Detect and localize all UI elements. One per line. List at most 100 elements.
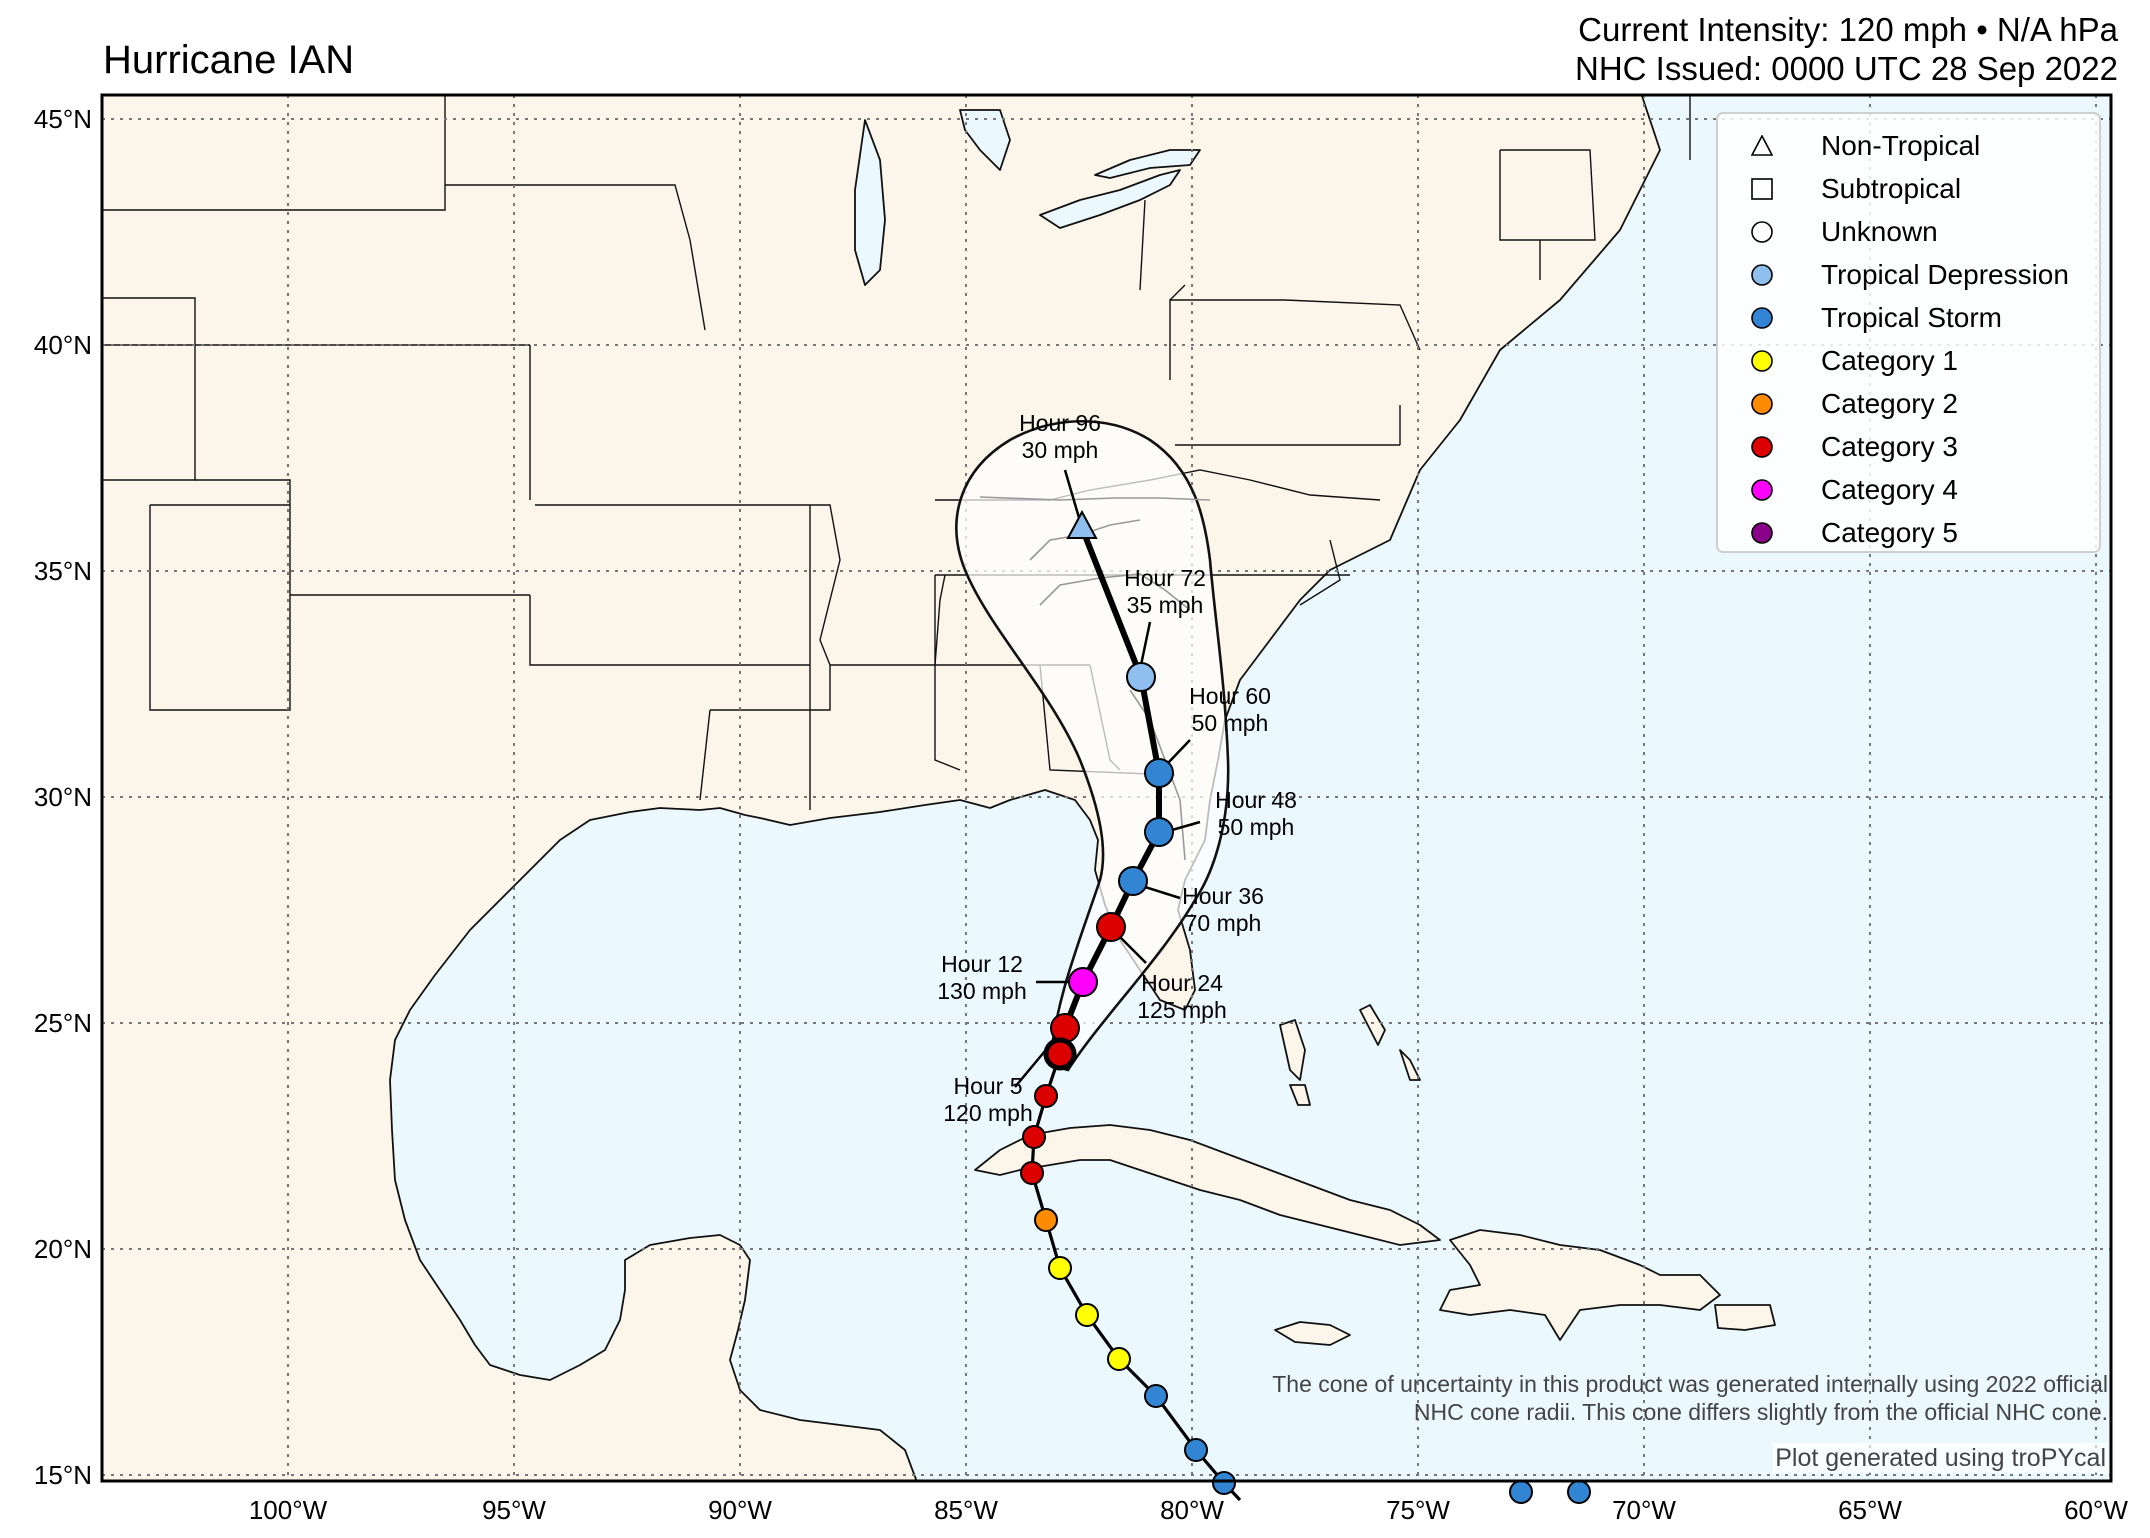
lat-label-45: 45°N: [33, 104, 92, 134]
circle-icon: [1751, 307, 1773, 329]
legend-item-category-2: Category 2: [1718, 384, 2099, 424]
circle-icon: [1751, 221, 1773, 243]
forecast-label-hour-5: Hour 5 120 mph: [943, 1073, 1033, 1127]
forecast-label-hour-12: Hour 12 130 mph: [937, 951, 1027, 1005]
past-track-markers: [1020, 1084, 1591, 1504]
forecast-wind: 30 mph: [1021, 437, 1099, 463]
lake-huron: [959, 109, 1011, 171]
legend-item-category-4: Category 4: [1718, 470, 2099, 510]
forecast-point-hour-12: [1068, 967, 1098, 997]
legend-item-category-3: Category 3: [1718, 427, 2099, 467]
current-intensity: Current Intensity: 120 mph • N/A hPa: [1578, 11, 2118, 48]
forecast-hour: Hour 12: [941, 951, 1023, 977]
circle-icon: [1751, 393, 1773, 415]
storm-info: Current Intensity: 120 mph • N/A hPa NHC…: [1575, 10, 2118, 88]
forecast-label-hour-72: Hour 72 35 mph: [1124, 565, 1206, 619]
forecast-point-hour-24: [1096, 912, 1126, 942]
circle-icon: [1751, 350, 1773, 372]
storm-title: Hurricane IAN: [103, 38, 355, 82]
legend-label: Subtropical: [1821, 173, 1962, 204]
track-point-ts: [1212, 1471, 1236, 1495]
track-point-cat3: [1020, 1161, 1044, 1185]
lat-label-40: 40°N: [33, 330, 92, 360]
forecast-wind: 125 mph: [1137, 997, 1227, 1023]
legend: Non-Tropical Subtropical Unknown Tropica…: [1716, 112, 2101, 553]
legend-item-tropical-storm: Tropical Storm: [1718, 298, 2099, 338]
legend-item-category-1: Category 1: [1718, 341, 2099, 381]
forecast-point-hour-60: [1144, 758, 1174, 788]
track-point-ts: [1144, 1384, 1168, 1408]
forecast-point-hour-96-triangle: [1066, 509, 1098, 539]
legend-item-non-tropical: Non-Tropical: [1718, 126, 2099, 166]
track-point-cat2: [1034, 1208, 1058, 1232]
track-point-cat3: [1022, 1125, 1046, 1149]
lon-label-80: 80°W: [1160, 1495, 1224, 1525]
forecast-wind: 120 mph: [943, 1100, 1033, 1126]
circle-icon: [1751, 436, 1773, 458]
lon-label-65: 65°W: [1838, 1495, 1902, 1525]
forecast-point-hour-36: [1118, 866, 1148, 896]
track-point-cat1: [1075, 1303, 1099, 1327]
forecast-point-hour-72: [1126, 662, 1156, 692]
cone-of-uncertainty: [955, 420, 1230, 1072]
lat-label-15: 15°N: [33, 1460, 92, 1490]
lon-label-100: 100°W: [248, 1495, 328, 1525]
map-frame: [100, 93, 2113, 1483]
forecast-wind: 50 mph: [1191, 710, 1269, 736]
track-point-ts: [1184, 1438, 1208, 1462]
legend-item-subtropical: Subtropical: [1718, 169, 2099, 209]
circle-icon: [1751, 479, 1773, 501]
legend-label: Unknown: [1821, 216, 1938, 247]
forecast-hour: Hour 5: [953, 1073, 1023, 1099]
legend-label: Tropical Storm: [1821, 302, 2003, 333]
lon-label-75: 75°W: [1386, 1495, 1450, 1525]
forecast-hour: Hour 24: [1141, 970, 1223, 996]
forecast-hour: Hour 72: [1124, 565, 1206, 591]
forecast-wind: 50 mph: [1217, 814, 1295, 840]
forecast-wind: 35 mph: [1126, 592, 1204, 618]
lake-michigan: [854, 119, 886, 286]
nhc-issued: NHC Issued: 0000 UTC 28 Sep 2022: [1575, 50, 2118, 87]
lat-label-20: 20°N: [33, 1234, 92, 1264]
forecast-label-hour-96: Hour 96 30 mph: [1019, 410, 1101, 464]
forecast-label-hour-36: Hour 36 70 mph: [1182, 883, 1264, 937]
forecast-hour: Hour 36: [1182, 883, 1264, 909]
legend-label: Category 4: [1821, 474, 1958, 505]
forecast-wind: 70 mph: [1184, 910, 1262, 936]
square-icon: [1751, 178, 1773, 200]
forecast-label-hour-24: Hour 24 125 mph: [1137, 970, 1227, 1024]
gridlines: [102, 95, 2111, 1481]
forecast-wind: 130 mph: [937, 978, 1027, 1004]
lat-label-25: 25°N: [33, 1008, 92, 1038]
circle-icon: [1751, 522, 1773, 544]
legend-label: Category 1: [1821, 345, 1958, 376]
circle-icon: [1751, 264, 1773, 286]
track-point-cat1: [1107, 1347, 1131, 1371]
track-point-ts: [1567, 1480, 1591, 1504]
legend-label: Category 5: [1821, 517, 1958, 548]
forecast-markers: [1043, 509, 1174, 1071]
forecast-hour: Hour 96: [1019, 410, 1101, 436]
legend-item-category-5: Category 5: [1718, 513, 2099, 553]
lon-label-70: 70°W: [1612, 1495, 1676, 1525]
track-point-ts: [1509, 1480, 1533, 1504]
forecast-hour: Hour 60: [1189, 683, 1271, 709]
lon-label-85: 85°W: [934, 1495, 998, 1525]
triangle-icon: [1751, 135, 1773, 156]
cone-note-line-2: NHC cone radii. This cone differs slight…: [1413, 1399, 2108, 1425]
legend-item-unknown: Unknown: [1718, 212, 2099, 252]
lat-label-30: 30°N: [33, 782, 92, 812]
land-cuba: [974, 1124, 1441, 1246]
track-point-cat1: [1048, 1256, 1072, 1280]
forecast-point-hour-48: [1144, 817, 1174, 847]
legend-item-tropical-depression: Tropical Depression: [1718, 255, 2099, 295]
legend-label: Tropical Depression: [1821, 259, 2069, 290]
legend-label: Category 3: [1821, 431, 1958, 462]
forecast-label-hour-60: Hour 60 50 mph: [1189, 683, 1271, 737]
land-puerto-rico: [1714, 1304, 1776, 1331]
lake-erie-ontario: [1039, 149, 1201, 229]
land-jamaica: [1274, 1321, 1351, 1346]
forecast-hour: Hour 48: [1215, 787, 1297, 813]
land-bahamas: [1279, 1004, 1421, 1106]
lon-label-90: 90°W: [708, 1495, 772, 1525]
